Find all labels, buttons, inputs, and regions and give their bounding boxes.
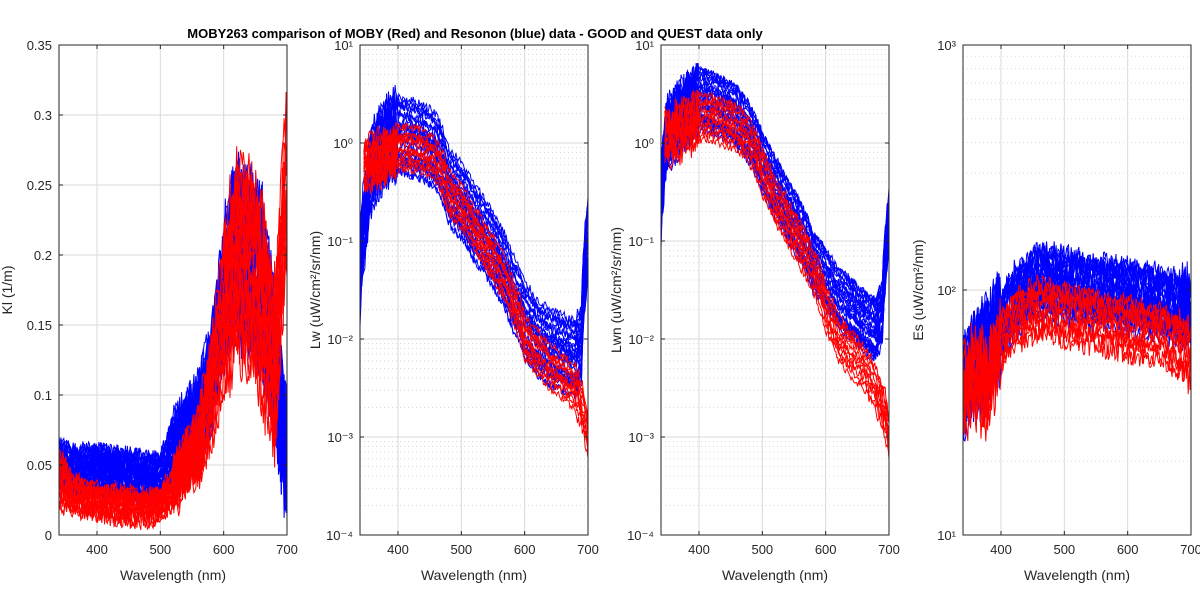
y-tick-label: 10⁰ <box>634 136 654 151</box>
y-tick-label: 10¹ <box>635 38 654 53</box>
y-axis-label: Kl (1/m) <box>0 266 15 315</box>
y-tick-label: 10⁻³ <box>628 430 654 445</box>
y-tick-label: 10² <box>937 283 956 298</box>
series-line-moby <box>664 113 889 451</box>
y-tick-label: 0.1 <box>34 388 52 403</box>
y-tick-label: 0.25 <box>27 178 52 193</box>
panel-es: 400 500 600 700 10¹ 10² 10³ Wavelength (nm) Es (… <box>910 38 1200 583</box>
y-axis-label: Lwn (uW/cm²/sr/nm) <box>608 227 624 353</box>
x-axis-label: Wavelength (nm) <box>120 567 226 583</box>
y-tick-label: 10¹ <box>937 528 956 543</box>
x-tick-label: 700 <box>878 542 900 557</box>
series-line-moby <box>363 121 588 416</box>
series-line-resonon <box>360 85 588 327</box>
series-line-resonon <box>661 66 889 313</box>
y-tick-label: 0.2 <box>34 248 52 263</box>
panel-kl: 400 500 600 700 0 0.05 0.1 0.15 0.2 0.25 0.3 0.35 Wa… <box>0 38 298 583</box>
y-axis-label: Es (uW/cm²/nm) <box>910 239 926 340</box>
figure-title: MOBY263 comparison of MOBY (Red) and Res… <box>187 26 763 41</box>
y-tick-label: 0.15 <box>27 318 52 333</box>
series-line-moby <box>664 130 889 457</box>
x-tick-label: 600 <box>213 542 235 557</box>
x-tick-label: 700 <box>1180 542 1200 557</box>
y-axis-label: Lw (uW/cm²/sr/nm) <box>307 231 323 349</box>
series-lwn <box>661 63 889 460</box>
x-tick-label: 600 <box>815 542 837 557</box>
series-line-moby <box>664 89 889 417</box>
series-line-moby <box>664 125 889 450</box>
panel-lw: 400 500 600 700 10⁻⁴ 10⁻³ 10⁻² 10⁻¹ 10⁰ 10¹ Wavele… <box>307 38 599 583</box>
x-tick-label: 500 <box>149 542 171 557</box>
series-line-moby <box>963 274 1191 394</box>
x-tick-label: 700 <box>577 542 599 557</box>
series-line-moby <box>363 139 588 440</box>
series-line-moby <box>664 100 889 433</box>
series-kl <box>59 91 287 531</box>
series-line-moby <box>59 91 287 501</box>
y-tick-label: 10⁻¹ <box>327 234 353 249</box>
series-lw <box>360 85 588 459</box>
y-tick-label: 0.3 <box>34 108 52 123</box>
series-line-resonon <box>360 115 588 353</box>
y-tick-label: 10⁻² <box>327 332 353 347</box>
panel-lwn: 400 500 600 700 10⁻⁴ 10⁻³ 10⁻² 10⁻¹ 10⁰ 10¹ Wavele… <box>608 38 900 583</box>
y-tick-label: 10⁻² <box>628 332 654 347</box>
y-tick-label: 0 <box>45 528 52 543</box>
axes-box-kl <box>58 44 288 536</box>
y-tick-label: 10³ <box>937 38 956 53</box>
series-line-moby <box>664 100 889 424</box>
series-line-moby <box>664 91 889 422</box>
x-tick-label: 500 <box>751 542 773 557</box>
x-tick-label: 700 <box>276 542 298 557</box>
x-tick-label: 400 <box>990 542 1012 557</box>
x-axis-label: Wavelength (nm) <box>421 567 527 583</box>
y-tick-label: 10¹ <box>334 38 353 53</box>
series-line-moby <box>59 142 287 510</box>
y-tick-label: 10⁻⁴ <box>627 528 654 543</box>
y-tick-label: 0.35 <box>27 38 52 53</box>
series-line-resonon <box>661 63 889 307</box>
series-line-resonon <box>360 95 588 329</box>
y-tick-label: 10⁻¹ <box>628 234 654 249</box>
series-line-moby <box>59 98 287 505</box>
x-tick-label: 400 <box>387 542 409 557</box>
x-tick-label: 500 <box>450 542 472 557</box>
series-line-moby <box>664 107 889 439</box>
series-line-moby <box>963 308 1191 430</box>
axes-box-lw <box>359 44 589 536</box>
y-tick-label: 10⁰ <box>333 136 353 151</box>
x-tick-label: 500 <box>1053 542 1075 557</box>
y-tick-label: 10⁻³ <box>327 430 353 445</box>
y-tick-label: 10⁻⁴ <box>326 528 353 543</box>
series-line-moby <box>59 152 287 507</box>
series-line-moby <box>363 126 588 426</box>
x-axis-label: Wavelength (nm) <box>1024 567 1130 583</box>
x-tick-label: 600 <box>514 542 536 557</box>
series-line-moby <box>363 147 588 450</box>
x-tick-label: 600 <box>1117 542 1139 557</box>
series-line-resonon <box>360 102 588 342</box>
series-line-resonon <box>963 241 1191 386</box>
axes-box-lwn <box>660 44 890 536</box>
x-tick-label: 400 <box>688 542 710 557</box>
series-es <box>963 241 1191 442</box>
y-tick-label: 0.05 <box>27 458 52 473</box>
x-axis-label: Wavelength (nm) <box>722 567 828 583</box>
x-tick-label: 400 <box>86 542 108 557</box>
